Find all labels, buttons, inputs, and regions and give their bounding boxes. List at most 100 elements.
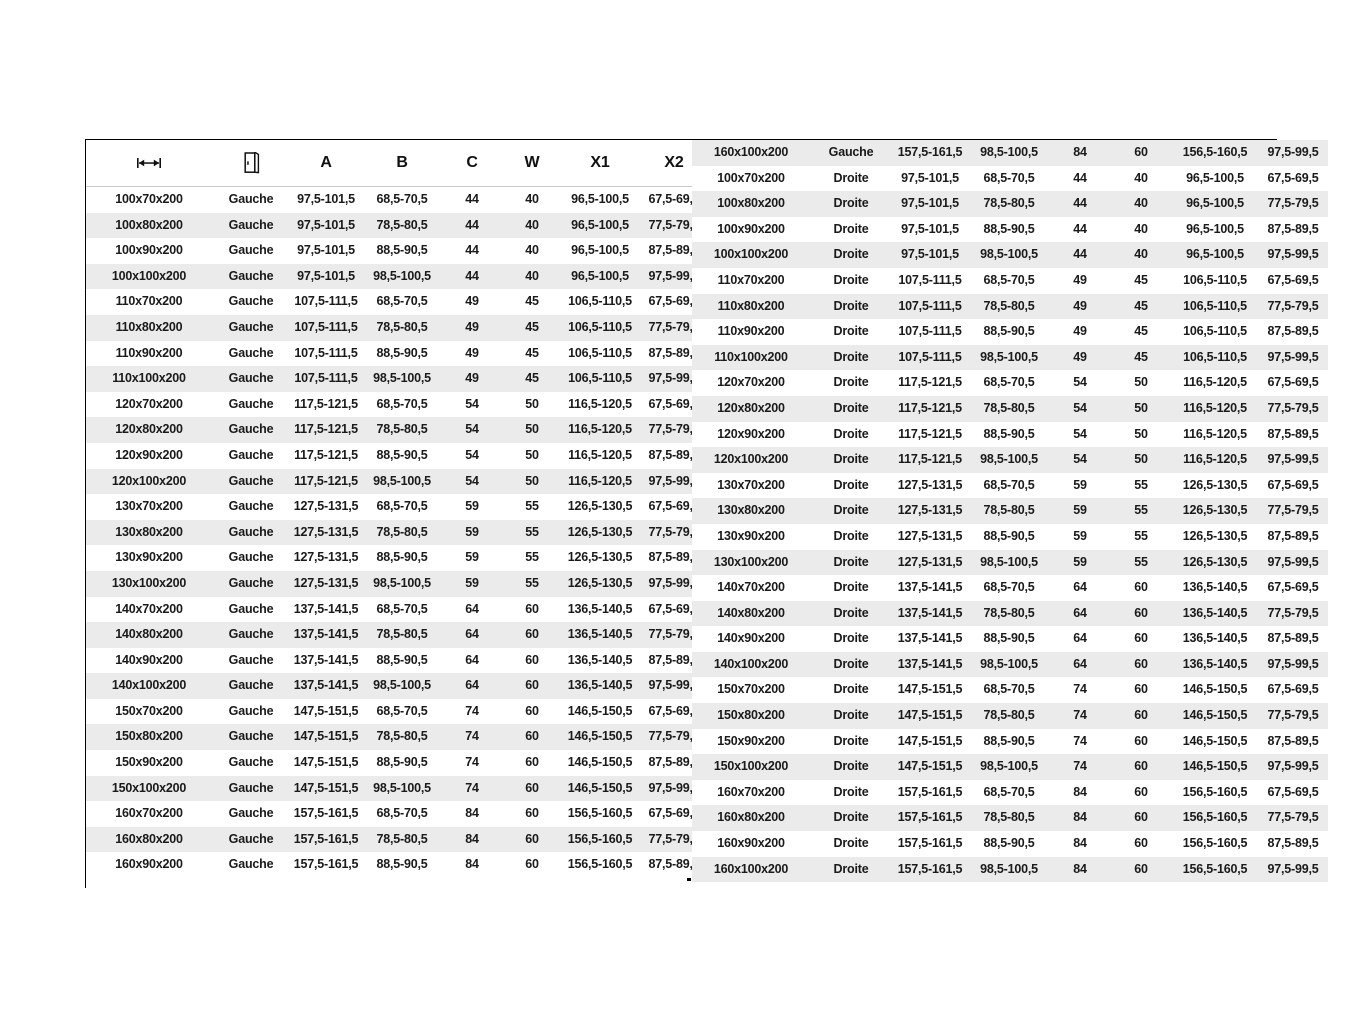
cell-b: 98,5-100,5	[362, 468, 442, 495]
table-row[interactable]: 110x70x200 Droite 107,5-111,5 68,5-70,5 49 45…	[692, 267, 1328, 294]
left-table-body: 100x70x200 Gauche 97,5-101,5 68,5-70,5 44 40 9…	[86, 186, 710, 879]
table-row[interactable]: 130x80x200 Gauche 127,5-131,5 78,5-80,5 59 55…	[86, 519, 710, 546]
table-row[interactable]: 110x80x200 Gauche 107,5-111,5 78,5-80,5 49 45…	[86, 314, 710, 341]
table-row[interactable]: 140x70x200 Droite 137,5-141,5 68,5-70,5 64 60…	[692, 575, 1328, 601]
cell-x2: 97,5-99,5	[1258, 651, 1328, 678]
table-row[interactable]: 120x80x200 Gauche 117,5-121,5 78,5-80,5 54 50…	[86, 417, 710, 443]
table-row[interactable]: 140x70x200 Gauche 137,5-141,5 68,5-70,5 64 60…	[86, 596, 710, 623]
table-row[interactable]: 100x70x200 Gauche 97,5-101,5 68,5-70,5 44 40 9…	[86, 186, 710, 213]
cell-x1: 106,5-110,5	[562, 340, 638, 367]
table-row[interactable]: 110x100x200 Gauche 107,5-111,5 98,5-100,5 49…	[86, 366, 710, 392]
cell-x2: 87,5-89,5	[1258, 523, 1328, 550]
table-row[interactable]: 140x100x200 Gauche 137,5-141,5 98,5-100,5 64…	[86, 673, 710, 699]
column-header-size[interactable]	[86, 140, 212, 187]
table-row[interactable]: 100x80x200 Gauche 97,5-101,5 78,5-80,5 44 40 9…	[86, 212, 710, 239]
cell-c: 59	[1050, 498, 1110, 524]
table-row[interactable]: 140x80x200 Gauche 137,5-141,5 78,5-80,5 64 60…	[86, 622, 710, 648]
table-row[interactable]: 100x80x200 Droite 97,5-101,5 78,5-80,5 44 40 9…	[692, 191, 1328, 217]
table-row[interactable]: 160x70x200 Gauche 157,5-161,5 68,5-70,5 84 60…	[86, 801, 710, 827]
table-row[interactable]: 160x70x200 Droite 157,5-161,5 68,5-70,5 84 60…	[692, 779, 1328, 806]
table-row[interactable]: 110x100x200 Droite 107,5-111,5 98,5-100,5 49…	[692, 344, 1328, 371]
table-row[interactable]: 110x80x200 Droite 107,5-111,5 78,5-80,5 49 45…	[692, 293, 1328, 320]
cell-size: 110x100x200	[86, 366, 212, 392]
cell-b: 98,5-100,5	[968, 242, 1050, 268]
cell-handing: Gauche	[212, 826, 290, 853]
table-row[interactable]: 150x80x200 Gauche 147,5-151,5 78,5-80,5 74 60…	[86, 724, 710, 751]
table-row[interactable]: 150x100x200 Droite 147,5-151,5 98,5-100,5 74…	[692, 754, 1328, 780]
table-row[interactable]: 160x80x200 Droite 157,5-161,5 78,5-80,5 84 60…	[692, 805, 1328, 832]
table-row[interactable]: 110x90x200 Droite 107,5-111,5 88,5-90,5 49 45…	[692, 319, 1328, 345]
cell-handing: Droite	[810, 370, 892, 396]
cell-x2: 77,5-79,5	[1258, 293, 1328, 320]
table-row[interactable]: 130x70x200 Gauche 127,5-131,5 68,5-70,5 59 55…	[86, 494, 710, 520]
cell-c: 64	[1050, 575, 1110, 601]
table-row[interactable]: 150x80x200 Droite 147,5-151,5 78,5-80,5 74 60…	[692, 703, 1328, 729]
column-header-w[interactable]: W	[502, 140, 562, 187]
cell-b: 78,5-80,5	[968, 293, 1050, 320]
table-row[interactable]: 130x100x200 Droite 127,5-131,5 98,5-100,5 59…	[692, 549, 1328, 576]
cell-x2: 67,5-69,5	[1258, 677, 1328, 704]
column-header-handing[interactable]	[212, 140, 290, 187]
cell-w: 55	[1110, 523, 1172, 550]
table-row[interactable]: 120x100x200 Gauche 117,5-121,5 98,5-100,5 54…	[86, 468, 710, 495]
cell-handing: Droite	[810, 651, 892, 678]
table-row[interactable]: 120x70x200 Gauche 117,5-121,5 68,5-70,5 54 50…	[86, 391, 710, 418]
table-row[interactable]: 100x90x200 Gauche 97,5-101,5 88,5-90,5 44 40 9…	[86, 238, 710, 264]
table-row[interactable]: 130x90x200 Gauche 127,5-131,5 88,5-90,5 59 55…	[86, 545, 710, 571]
table-row[interactable]: 130x80x200 Droite 127,5-131,5 78,5-80,5 59 55…	[692, 498, 1328, 524]
cell-x1: 96,5-100,5	[1172, 216, 1258, 243]
table-row[interactable]: 150x70x200 Gauche 147,5-151,5 68,5-70,5 74 60…	[86, 698, 710, 725]
cell-w: 60	[502, 596, 562, 623]
table-row[interactable]: 100x70x200 Droite 97,5-101,5 68,5-70,5 44 40 9…	[692, 165, 1328, 192]
cell-w: 60	[1110, 677, 1172, 704]
cell-c: 74	[442, 698, 502, 725]
table-row[interactable]: 100x90x200 Droite 97,5-101,5 88,5-90,5 44 40 9…	[692, 216, 1328, 243]
cell-size: 100x90x200	[692, 216, 810, 243]
cell-b: 98,5-100,5	[968, 447, 1050, 473]
table-row[interactable]: 120x90x200 Droite 117,5-121,5 88,5-90,5 54 50…	[692, 421, 1328, 448]
table-row[interactable]: 120x90x200 Gauche 117,5-121,5 88,5-90,5 54 50…	[86, 442, 710, 469]
table-row[interactable]: 120x70x200 Droite 117,5-121,5 68,5-70,5 54 50…	[692, 370, 1328, 396]
cell-b: 98,5-100,5	[968, 754, 1050, 780]
table-row[interactable]: 160x90x200 Gauche 157,5-161,5 88,5-90,5 84 60…	[86, 852, 710, 879]
table-row[interactable]: 110x90x200 Gauche 107,5-111,5 88,5-90,5 49 45…	[86, 340, 710, 367]
cell-c: 84	[442, 801, 502, 827]
table-row[interactable]: 130x70x200 Droite 127,5-131,5 68,5-70,5 59 55…	[692, 472, 1328, 499]
cell-x1: 146,5-150,5	[1172, 703, 1258, 729]
table-row[interactable]: 150x90x200 Droite 147,5-151,5 88,5-90,5 74 60…	[692, 728, 1328, 755]
table-row[interactable]: 140x80x200 Droite 137,5-141,5 78,5-80,5 64 60…	[692, 600, 1328, 627]
column-header-a[interactable]: A	[290, 140, 362, 187]
table-row[interactable]: 130x100x200 Gauche 127,5-131,5 98,5-100,5 59…	[86, 570, 710, 597]
table-row[interactable]: 150x90x200 Gauche 147,5-151,5 88,5-90,5 74 60…	[86, 750, 710, 776]
cell-b: 98,5-100,5	[968, 549, 1050, 576]
cell-x1: 96,5-100,5	[562, 186, 638, 213]
cell-handing: Gauche	[212, 545, 290, 571]
table-row[interactable]: 150x100x200 Gauche 147,5-151,5 98,5-100,5 74…	[86, 775, 710, 802]
cell-handing: Droite	[810, 523, 892, 550]
table-row[interactable]: 140x90x200 Droite 137,5-141,5 88,5-90,5 64 60…	[692, 626, 1328, 652]
table-row[interactable]: 110x70x200 Gauche 107,5-111,5 68,5-70,5 49 45…	[86, 289, 710, 315]
table-row[interactable]: 140x90x200 Gauche 137,5-141,5 88,5-90,5 64 60…	[86, 647, 710, 674]
cell-a: 157,5-161,5	[892, 140, 968, 166]
table-row[interactable]: 100x100x200 Gauche 97,5-101,5 98,5-100,5 44 4…	[86, 263, 710, 290]
table-row[interactable]: 150x70x200 Droite 147,5-151,5 68,5-70,5 74 60…	[692, 677, 1328, 704]
column-header-c[interactable]: C	[442, 140, 502, 187]
table-row[interactable]: 140x100x200 Droite 137,5-141,5 98,5-100,5 64…	[692, 651, 1328, 678]
table-row[interactable]: 100x100x200 Droite 97,5-101,5 98,5-100,5 44 4…	[692, 242, 1328, 268]
cell-b: 78,5-80,5	[968, 805, 1050, 832]
table-row[interactable]: 160x80x200 Gauche 157,5-161,5 78,5-80,5 84 60…	[86, 826, 710, 853]
table-row[interactable]: 160x100x200 Gauche 157,5-161,5 98,5-100,5 84…	[692, 140, 1328, 166]
cell-w: 50	[502, 417, 562, 443]
table-row[interactable]: 160x90x200 Droite 157,5-161,5 88,5-90,5 84 60…	[692, 831, 1328, 857]
column-header-x1[interactable]: X1	[562, 140, 638, 187]
cell-size: 150x90x200	[692, 728, 810, 755]
table-row[interactable]: 130x90x200 Droite 127,5-131,5 88,5-90,5 59 55…	[692, 523, 1328, 550]
cell-x1: 156,5-160,5	[562, 801, 638, 827]
table-row[interactable]: 120x100x200 Droite 117,5-121,5 98,5-100,5 54…	[692, 447, 1328, 473]
cell-x1: 156,5-160,5	[1172, 779, 1258, 806]
table-row[interactable]: 160x100x200 Droite 157,5-161,5 98,5-100,5 84…	[692, 856, 1328, 883]
cell-x2: 87,5-89,5	[1258, 319, 1328, 345]
cell-handing: Gauche	[212, 340, 290, 367]
table-row[interactable]: 120x80x200 Droite 117,5-121,5 78,5-80,5 54 50…	[692, 395, 1328, 422]
column-header-b[interactable]: B	[362, 140, 442, 187]
